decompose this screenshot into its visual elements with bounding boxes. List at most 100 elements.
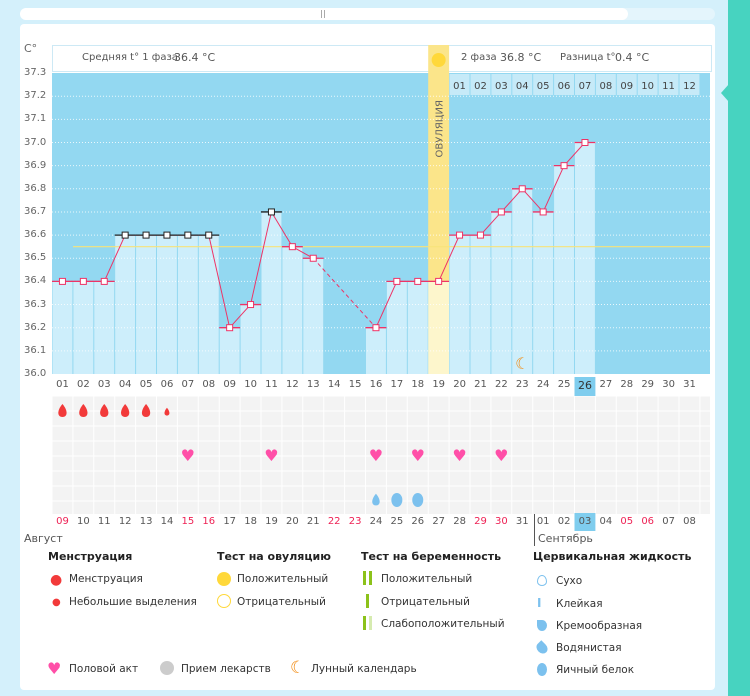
cycle-day-label[interactable]: 21	[474, 379, 487, 390]
legend-cervical-title: Цервикальная жидкость	[533, 550, 692, 563]
temperature-point	[476, 231, 484, 239]
calendar-date-label[interactable]: 23	[348, 516, 362, 527]
cycle-day-label[interactable]: 03	[97, 379, 111, 390]
temperature-point	[247, 301, 255, 309]
cycle-day-label[interactable]: 17	[390, 379, 404, 390]
calendar-date-label[interactable]: 01	[536, 516, 550, 527]
legend-item: Отрицательный	[381, 596, 470, 608]
cycle-day-label[interactable]: 28	[620, 379, 634, 390]
y-tick-label: 36.3	[24, 298, 47, 310]
side-panel-tab[interactable]	[728, 0, 750, 696]
heart-icon: ♥	[47, 659, 62, 678]
phase2-day-label: 01	[453, 81, 466, 92]
temperature-point	[581, 139, 589, 146]
cycle-day-label[interactable]: 24	[536, 379, 550, 390]
y-tick-label: 37.2	[24, 90, 47, 102]
calendar-date-label[interactable]: 26	[411, 516, 425, 527]
diff-label: Разница t°	[560, 52, 616, 63]
menstruation-drop-icon	[79, 404, 88, 417]
cycle-day-label[interactable]: 08	[202, 379, 216, 390]
cycle-day-label[interactable]: 12	[286, 379, 299, 390]
moon-icon: ☾	[290, 658, 306, 678]
cycle-day-label[interactable]: 09	[223, 379, 237, 390]
cycle-day-label[interactable]: 07	[181, 379, 195, 390]
calendar-date-label[interactable]: 08	[683, 516, 696, 527]
cycle-day-label[interactable]: 16	[369, 379, 383, 390]
calendar-date-label[interactable]: 16	[202, 516, 216, 527]
cycle-day-label[interactable]: 22	[495, 379, 508, 390]
today-highlight	[574, 513, 596, 531]
positive-circle-icon	[217, 572, 231, 586]
calendar-date-label[interactable]: 17	[223, 516, 237, 527]
calendar-date-label[interactable]: 22	[327, 516, 341, 527]
temperature-point	[518, 185, 526, 193]
temperature-segment	[250, 211, 272, 305]
calendar-date-label[interactable]: 04	[599, 516, 613, 527]
cycle-day-label[interactable]: 14	[327, 379, 341, 390]
calendar-date-label[interactable]: 14	[160, 516, 174, 527]
calendar-date-label[interactable]: 11	[97, 516, 111, 527]
y-tick-label: 36.4	[24, 275, 47, 287]
cycle-day-label[interactable]: 23	[515, 379, 529, 390]
calendar-date-label[interactable]: 30	[495, 516, 508, 527]
calendar-date-label[interactable]: 27	[432, 516, 446, 527]
cycle-day-label[interactable]: 27	[599, 379, 613, 390]
legend-item: Прием лекарств	[181, 663, 271, 675]
cycle-day-label[interactable]: 01	[56, 379, 69, 390]
temperature-bar	[554, 165, 574, 374]
cycle-day-label[interactable]: 18	[411, 379, 425, 390]
calendar-date-label[interactable]: 13	[139, 516, 153, 527]
temperature-point	[309, 254, 317, 262]
legend-item: Менструация	[69, 573, 143, 585]
calendar-date-label[interactable]: 19	[265, 516, 278, 527]
menstruation-drop-icon	[58, 404, 67, 417]
cycle-day-label[interactable]: 15	[348, 379, 362, 390]
egg-white-icon	[537, 663, 547, 676]
cycle-day-label[interactable]: 04	[118, 379, 132, 390]
temperature-segment	[521, 188, 544, 213]
cycle-day-label[interactable]: 10	[244, 379, 257, 390]
temperature-point	[560, 162, 568, 170]
phase2-day-cell	[637, 74, 658, 95]
side-panel-arrow-icon[interactable]	[721, 84, 729, 102]
calendar-date-label[interactable]: 05	[620, 516, 634, 527]
legend-item: Водянистая	[556, 642, 622, 654]
light-bleeding-drop-icon	[164, 407, 170, 416]
calendar-date-label[interactable]: 09	[56, 516, 69, 527]
calendar-date-label[interactable]: 15	[181, 516, 195, 527]
legend-item: Лунный календарь	[311, 663, 417, 675]
cycle-day-label[interactable]: 02	[77, 379, 90, 390]
calendar-date-label[interactable]: 28	[453, 516, 466, 527]
temperature-segment	[542, 165, 565, 213]
calendar-date-label[interactable]: 20	[286, 516, 299, 527]
calendar-date-label[interactable]: 29	[474, 516, 487, 527]
cycle-day-label[interactable]: 11	[265, 379, 278, 390]
cycle-day-label[interactable]: 06	[160, 379, 174, 390]
calendar-date-label[interactable]: 06	[641, 516, 655, 527]
cycle-day-label[interactable]: 13	[306, 379, 320, 390]
cycle-day-label[interactable]: 20	[453, 379, 466, 390]
legend-pregnancy-title: Тест на беременность	[361, 550, 502, 563]
temperature-segment	[208, 234, 231, 328]
calendar-date-label[interactable]: 02	[557, 516, 571, 527]
cycle-day-label[interactable]: 05	[139, 379, 153, 390]
calendar-date-label[interactable]: 18	[244, 516, 257, 527]
calendar-date-label[interactable]: 24	[369, 516, 383, 527]
temperature-bar	[240, 304, 261, 374]
cycle-day-label[interactable]: 30	[662, 379, 675, 390]
calendar-date-label[interactable]: 10	[77, 516, 90, 527]
calendar-date-label[interactable]: 31	[515, 516, 529, 527]
cycle-day-label[interactable]: 25	[557, 379, 571, 390]
calendar-date-label[interactable]: 12	[118, 516, 132, 527]
temperature-point	[539, 208, 547, 216]
calendar-date-label[interactable]: 25	[390, 516, 404, 527]
cycle-day-label[interactable]: 29	[641, 379, 655, 390]
phase-summary-bar	[52, 45, 712, 72]
cycle-day-label[interactable]: 26	[578, 379, 592, 392]
calendar-date-label[interactable]: 07	[662, 516, 675, 527]
calendar-date-label[interactable]: 21	[306, 516, 320, 527]
creamy-icon	[537, 620, 547, 631]
cycle-day-label[interactable]: 31	[683, 379, 696, 390]
calendar-date-label[interactable]: 03	[578, 516, 592, 527]
cycle-day-label[interactable]: 19	[432, 379, 446, 390]
